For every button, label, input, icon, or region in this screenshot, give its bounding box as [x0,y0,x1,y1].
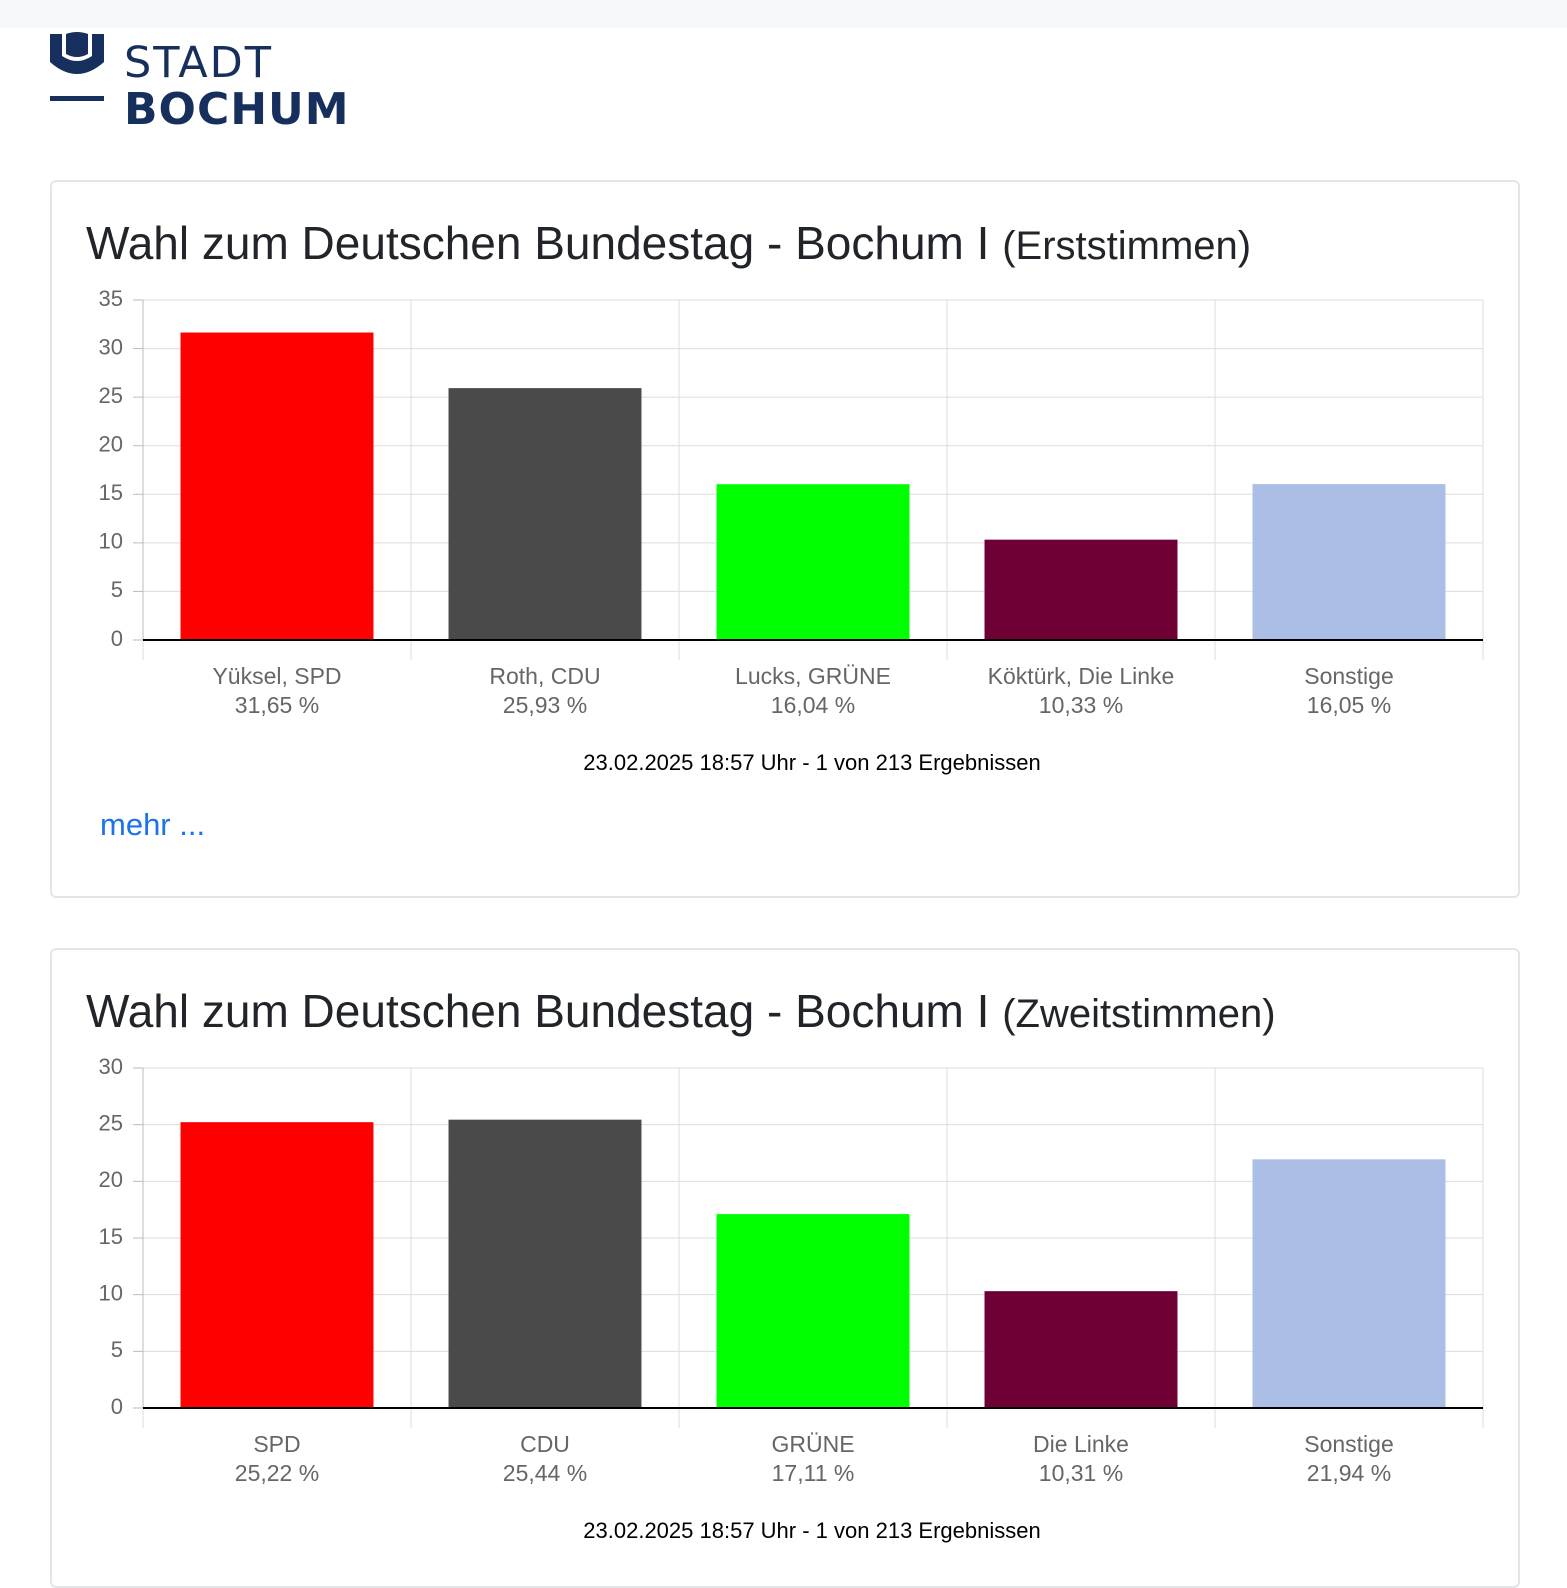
value-label: 31,65 % [235,692,319,718]
category-label: CDU [520,1431,570,1457]
y-tick-label: 20 [99,432,123,457]
bar-3 [716,484,910,640]
card-title-main: Wahl zum Deutschen Bundestag - Bochum I [86,217,990,269]
y-tick-label: 15 [99,480,123,505]
value-label: 16,04 % [771,692,855,718]
zweitstimmen-bar-chart: 0 5 10 15 20 25 30 SPD 25,22 % CDU 25,44 % GRÜNE 17,… [99,1054,1484,1486]
card-title-subtitle: (Zweitstimmen) [1002,992,1276,1036]
zweitstimmen-card: Wahl zum Deutschen Bundestag - Bochum I … [50,948,1520,1588]
erststimmen-card: Wahl zum Deutschen Bundestag - Bochum I … [50,180,1520,898]
result-status: 23.02.2025 18:57 Uhr - 1 von 213 Ergebni… [583,1518,1041,1543]
value-label: 10,31 % [1039,1460,1123,1486]
bar-5 [1252,484,1446,640]
category-label: GRÜNE [771,1431,854,1457]
category-label: Roth, CDU [489,663,600,689]
value-label: 25,22 % [235,1460,319,1486]
y-tick-label: 20 [99,1167,123,1192]
category-label: Die Linke [1033,1431,1129,1457]
logo-line-stadt: STADT [124,38,274,88]
erststimmen-bar-chart: 0 5 10 15 20 25 30 35 Yüksel, SPD 31,65 % Roth, CD… [99,286,1484,718]
browser-top-bar [0,0,1567,28]
y-tick-label: 15 [99,1224,123,1249]
bar-3 [716,1214,910,1408]
bar-2 [448,1119,642,1408]
logo-line-bochum: BOCHUM [124,84,350,135]
value-label: 16,05 % [1307,692,1391,718]
value-label: 17,11 % [772,1460,855,1486]
category-label: Yüksel, SPD [212,663,341,689]
category-label: Sonstige [1304,1431,1394,1457]
result-status: 23.02.2025 18:57 Uhr - 1 von 213 Ergebni… [583,750,1041,775]
y-tick-label: 10 [99,1280,123,1305]
bar-4 [984,539,1178,640]
y-tick-label: 35 [99,286,123,311]
more-link[interactable]: mehr ... [100,807,206,842]
y-tick-label: 0 [111,1394,123,1419]
value-label: 25,93 % [503,692,587,718]
card-title: Wahl zum Deutschen Bundestag - Bochum I … [86,216,1251,270]
value-label: 10,33 % [1039,692,1123,718]
shield-book-icon [50,32,104,101]
category-label: Lucks, GRÜNE [735,663,891,689]
y-tick-label: 25 [99,1110,123,1135]
category-label: SPD [253,1431,300,1457]
value-label: 25,44 % [503,1460,587,1486]
bar-1 [180,1122,374,1408]
y-tick-label: 5 [111,1337,123,1362]
stadt-bochum-logo[interactable]: STADT BOCHUM [48,32,368,142]
category-label: Köktürk, Die Linke [988,663,1175,689]
y-tick-label: 30 [99,1054,123,1079]
bar-4 [984,1291,1178,1408]
card-title-main: Wahl zum Deutschen Bundestag - Bochum I [86,985,990,1037]
value-label: 21,94 % [1307,1460,1391,1486]
y-tick-label: 30 [99,334,123,359]
y-tick-label: 0 [111,626,123,651]
y-tick-label: 5 [111,577,123,602]
category-label: Sonstige [1304,663,1394,689]
bar-1 [180,332,374,640]
y-tick-label: 10 [99,529,123,554]
bar-2 [448,388,642,640]
bar-5 [1252,1159,1446,1408]
card-title: Wahl zum Deutschen Bundestag - Bochum I … [86,984,1276,1038]
y-tick-label: 25 [99,383,123,408]
card-title-subtitle: (Erststimmen) [1002,224,1252,268]
logo-wordmark: STADT BOCHUM [124,42,350,132]
